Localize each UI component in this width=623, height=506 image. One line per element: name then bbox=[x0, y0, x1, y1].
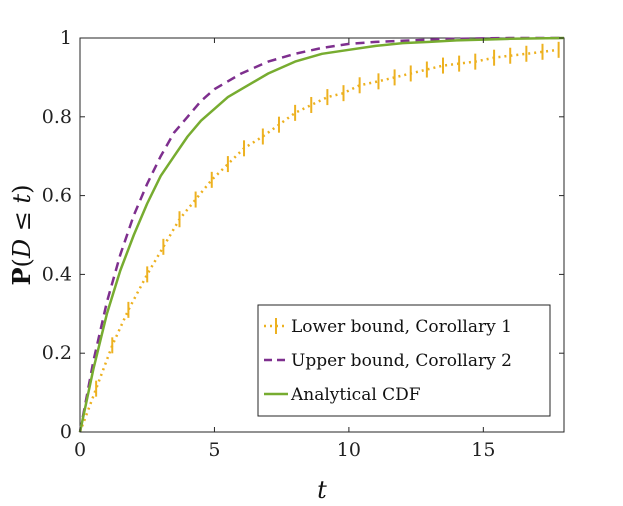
x-tick-label: 15 bbox=[471, 439, 495, 461]
y-tick-label: 0.4 bbox=[42, 263, 72, 285]
x-tick-label: 0 bbox=[74, 439, 86, 461]
legend-label-analytical: Analytical CDF bbox=[290, 385, 421, 405]
y-label-op: ≤ bbox=[8, 203, 36, 238]
y-label-close: ) bbox=[8, 184, 36, 193]
y-label-prefix: P bbox=[7, 267, 36, 285]
y-tick-label: 0.2 bbox=[42, 342, 72, 364]
y-label-open: ( bbox=[8, 258, 36, 267]
y-tick-label: 0 bbox=[60, 421, 72, 443]
y-label-var: D bbox=[8, 239, 36, 259]
y-axis-label: P(D ≤ t) bbox=[7, 184, 36, 285]
y-label-t: t bbox=[8, 193, 36, 203]
legend-box bbox=[257, 304, 551, 417]
legend-entry-lower: Lower bound, Corollary 1 bbox=[264, 317, 512, 337]
legend: Lower bound, Corollary 1 Upper bound, Co… bbox=[257, 304, 551, 417]
series-layer bbox=[78, 36, 565, 433]
y-tick-label: 0.6 bbox=[42, 185, 72, 207]
legend-entry-upper: Upper bound, Corollary 2 bbox=[264, 351, 512, 371]
x-axis-label: t bbox=[317, 476, 327, 504]
series-line-2 bbox=[78, 36, 565, 433]
x-tick-label: 10 bbox=[337, 439, 361, 461]
ticks-layer: 0 5 10 15 0 0.2 0.4 0.6 0.8 1 bbox=[42, 27, 564, 461]
x-tick-label: 5 bbox=[208, 439, 220, 461]
legend-label-upper: Upper bound, Corollary 2 bbox=[291, 351, 512, 371]
legend-label-lower: Lower bound, Corollary 1 bbox=[291, 317, 512, 337]
legend-entry-analytical: Analytical CDF bbox=[264, 385, 421, 405]
y-tick-label: 0.8 bbox=[42, 106, 72, 128]
y-tick-label: 1 bbox=[60, 27, 72, 49]
series-line-0 bbox=[78, 48, 559, 433]
series-line-1 bbox=[78, 36, 564, 433]
